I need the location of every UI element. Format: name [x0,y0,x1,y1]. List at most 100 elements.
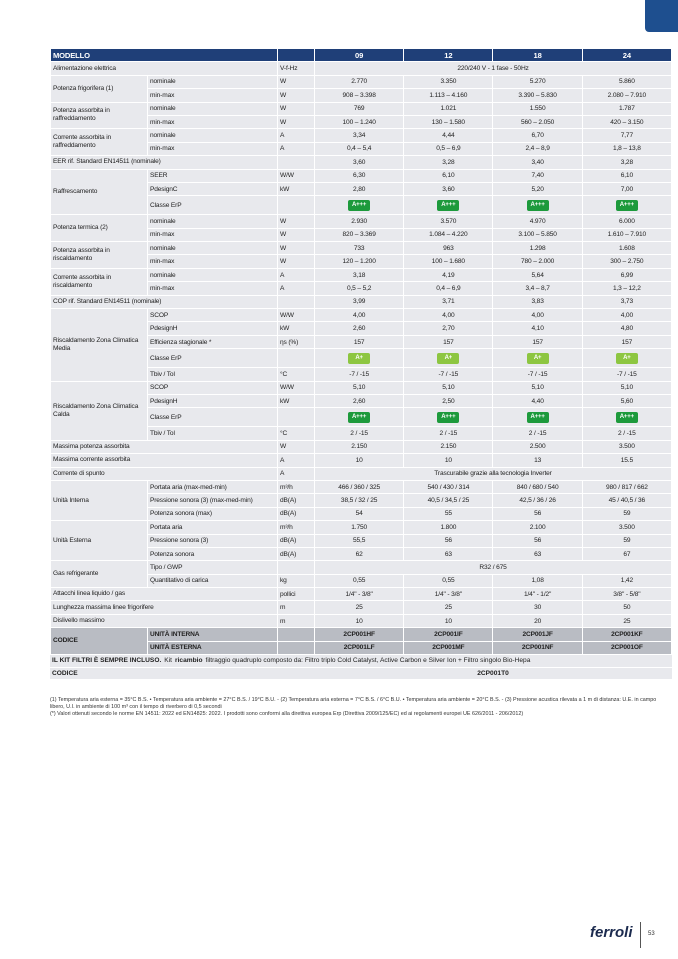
unit-cell [277,195,316,216]
value-cell: 130 – 1.580 [403,114,494,130]
value-cell: 2CP001OF [581,640,673,656]
row-sublabel: SEER [146,168,279,183]
table-row: Riscaldamento Zona Climatica Calda SCOP W/… [50,380,673,441]
value-cell: 5,60 [581,393,673,409]
value-cell: 2,70 [403,321,494,336]
row-sublabel: PdesignC [146,181,279,197]
row-sublabel: UNITÀ ESTERNA [146,640,279,656]
unit-cell: kW [277,393,316,409]
value-cell: 62 [314,546,405,562]
table-row: min-max W 120 – 1.200 100 – 1.680 780 – 2.00… [51,254,673,269]
value-cell: 157 [492,334,583,350]
value-cell: 2.080 – 7.910 [581,88,673,103]
row-label: CODICE [50,627,148,656]
value-cell: 2.100 [492,520,583,535]
value-cell: 3,4 – 8,7 [492,281,583,296]
value-cell: 0,4 – 5,4 [314,141,405,157]
kit-text: filtraggio quadruplo composto da: Filtro… [205,657,531,664]
kit-text: Kit [164,657,172,664]
row-label: Potenza frigorifera (1) [50,74,148,103]
value-cell: 4,44 [403,128,494,143]
value-cell: -7 / -15 [581,367,673,382]
value-cell: A+++ [492,407,583,428]
row-sublabel: nominale [146,101,279,116]
header-cell [277,47,316,63]
value-cell: 3.570 [403,214,494,229]
value-cell: 38,5 / 32 / 25 [314,493,405,508]
value-cell: 3.100 – 5.850 [492,227,583,243]
value-cell: 0,5 – 6,9 [403,141,494,157]
unit-cell: dB(A) [277,533,316,548]
footnote: (*) Valori ottenuti secondo le norme EN … [50,711,524,717]
value-cell: 3,40 [492,155,583,170]
corner-tab [645,0,678,32]
value-cell: 6.000 [581,214,673,229]
kit-note: IL KIT FILTRI È SEMPRE INCLUSO. Kit ricamb… [50,655,672,668]
value-cell: 2.150 [403,439,494,455]
value-cell: 1.550 [492,101,583,116]
model-header: 18 [492,47,583,63]
value-cell: 50 [581,600,673,615]
table-row: Potenza sonora (max) dB(A) 54 55 56 59 [51,506,673,522]
value-cell: 5,10 [314,380,405,395]
table-row: Potenza assorbita in riscaldamento nomina… [50,241,673,269]
unit-cell: W/W [277,168,316,183]
value-cell: 2CP001IF [403,627,494,642]
table-row: min-max W 100 – 1.240 130 – 1.580 560 – 2.05… [51,114,673,130]
value-cell: 1,8 – 13,8 [581,141,673,157]
table-row: Efficienza stagionale * ηs (%) 157 157 157 15… [51,334,673,350]
row-label: Potenza termica (2) [50,214,148,243]
value-cell: A+++ [403,407,494,428]
row-sublabel: nominale [146,267,279,283]
value-cell: 10 [403,453,494,468]
value-cell: 55,5 [314,533,405,548]
value-cell: 15.5 [581,453,673,468]
value-cell: A+ [492,348,583,369]
value-cell: 420 – 3.150 [581,114,673,130]
unit-cell: m [277,600,316,615]
unit-cell: dB(A) [277,493,316,508]
value-cell: 56 [492,506,583,522]
value-cell: 560 – 2.050 [492,114,583,130]
unit-cell: ηs (%) [277,334,316,350]
unit-cell: A [277,141,316,157]
unit-cell: W [277,439,316,455]
row-sublabel: SCOP [146,308,279,323]
value-cell: 2,50 [403,393,494,409]
unit-cell: W/W [277,308,316,323]
value-cell: 42,5 / 36 / 26 [492,493,583,508]
energy-badge: A+++ [348,199,371,211]
value-cell: 40,5 / 34,5 / 25 [403,493,494,508]
value-cell: 1.021 [403,101,494,116]
value-cell: 4,80 [581,321,673,336]
value-cell: 2CP001KF [581,627,673,642]
row-sublabel: Tbiv / Tol [146,367,279,382]
table-row: Potenza assorbita in raffreddamento nomin… [50,101,673,130]
row-sublabel: Classe ErP [146,195,279,216]
unit-cell: pollici [277,587,316,602]
unit-cell: V-f-Hz [277,61,316,76]
row-sublabel: Portata aria (max-med-min) [146,479,279,495]
unit-cell: W [277,88,316,103]
unit-cell: A [277,466,316,481]
table-row: EER rif. Standard EN14511 (nominale) 3,60… [49,155,673,170]
value-cell: A+++ [314,407,405,428]
value-cell: 980 / 817 / 662 [581,479,673,495]
row-sublabel: nominale [146,74,279,90]
table-row: CODICE UNITÀ INTERNA 2CP001HF 2CP001IF 2CP00… [50,627,673,656]
value-cell: 769 [314,101,405,116]
value-cell: 63 [492,546,583,562]
row-label: Riscaldamento Zona Climatica Calda [50,380,148,441]
value-cell: 1,42 [581,573,673,589]
value-cell: A+++ [581,407,673,428]
unit-cell [277,407,316,428]
value-cell: 1/4" - 1/2" [492,587,583,602]
value-cell: 1.787 [581,101,673,116]
value-cell: A+++ [581,195,673,216]
value-cell: 1.113 – 4.160 [403,88,494,103]
value-cell: 1.084 – 4.220 [403,227,494,243]
value-cell: 2,60 [314,393,405,409]
table-row: Potenza frigorifera (1) nominale W 2.770 3.3… [50,74,673,103]
value-cell: 7,00 [581,181,673,197]
value-cell: 0,4 – 6,9 [403,281,494,296]
